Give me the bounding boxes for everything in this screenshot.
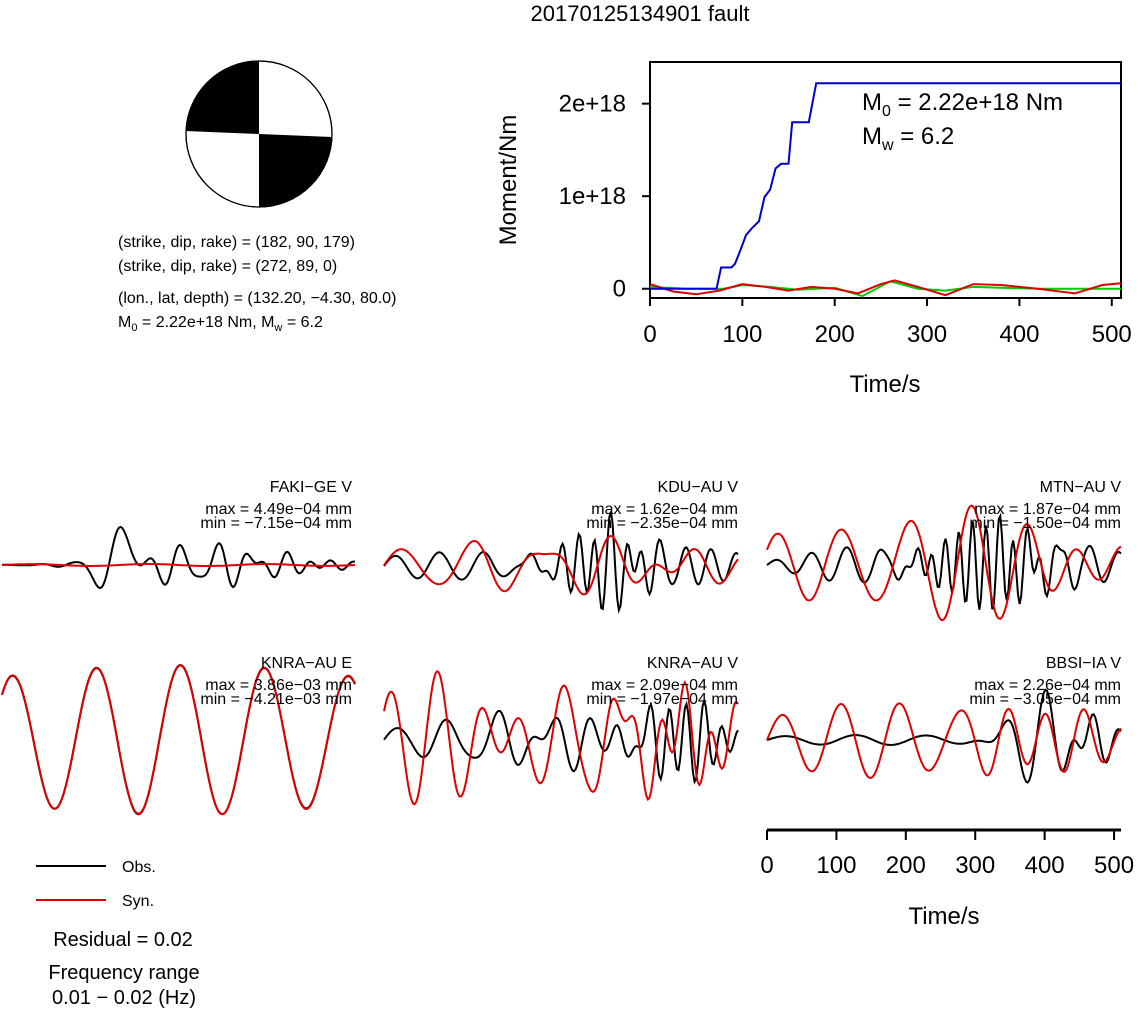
legend-syn-label: Syn.: [122, 893, 154, 910]
station-max: max = 4.49e−04 mm: [205, 501, 352, 518]
moment-ytick-label: 2e+18: [559, 91, 626, 118]
moment-mw-annotation: Mw = 6.2: [862, 123, 954, 154]
waveform-obs: [383, 697, 739, 785]
waveform-syn: [383, 534, 739, 596]
legend: Obs. Syn.: [36, 859, 156, 910]
waveform-syn: [1, 664, 356, 816]
moment-xtick-label: 300: [907, 321, 947, 348]
station-label: KDU−AU V: [658, 479, 739, 496]
moment-xtick-label: 200: [815, 321, 855, 348]
mechanism-moment: M0 = 2.22e+18 Nm, Mw = 6.2: [118, 314, 323, 334]
moment-ylabel: Moment/Nm: [495, 115, 522, 246]
waveform-obs: [766, 512, 1122, 610]
station-label: BBSI−IA V: [1046, 655, 1121, 672]
moment-xtick-label: 500: [1092, 321, 1132, 348]
focal-mechanism-beachball: [185, 60, 333, 208]
moment-ytick-label: 0: [613, 276, 626, 303]
mechanism-plane2: (strike, dip, rake) = (272, 89, 0): [118, 258, 337, 275]
moment-xtick-label: 0: [643, 321, 656, 348]
station-max: max = 2.09e−04 mm: [591, 677, 738, 694]
station-max: max = 1.87e−04 mm: [974, 501, 1121, 518]
moment-ytick-label: 1e+18: [559, 183, 626, 210]
frequency-label: Frequency range: [48, 962, 199, 984]
station-min: min = −3.05e−04 mm: [969, 691, 1121, 708]
waveform-syn: [766, 504, 1122, 622]
waveform-xtick-label: 300: [955, 852, 995, 879]
residual: Residual = 0.02: [53, 929, 193, 951]
figure-title: 20170125134901 fault: [531, 1, 750, 26]
station-min: min = −7.15e−04 mm: [200, 515, 352, 532]
mechanism-plane1: (strike, dip, rake) = (182, 90, 179): [118, 234, 355, 251]
waveform-obs: [2, 525, 356, 590]
waveform-xlabel: Time/s: [908, 903, 979, 930]
waveform-time-axis: Time/s 0 100 200 300 400 500: [760, 828, 1134, 930]
station-min: min = −4.21e−03 mm: [200, 691, 352, 708]
moment-xtick-label: 400: [999, 321, 1039, 348]
station-min: min = −1.50e−04 mm: [969, 515, 1121, 532]
waveform-syn: [383, 669, 739, 806]
waveform-xtick-label: 100: [816, 852, 856, 879]
frequency-value: 0.01 − 0.02 (Hz): [52, 987, 196, 1009]
mechanism-location: (lon., lat, depth) = (132.20, −4.30, 80.…: [118, 290, 396, 307]
waveform-syn: [766, 702, 1122, 780]
station-label: KNRA−AU E: [261, 655, 352, 672]
moment-xtick-label: 100: [722, 321, 762, 348]
station-min: min = −1.97e−04 mm: [586, 691, 738, 708]
moment-xlabel: Time/s: [849, 371, 920, 398]
waveform-xtick-label: 400: [1025, 852, 1065, 879]
station-max: max = 3.86e−03 mm: [205, 677, 352, 694]
station-min: min = −2.35e−04 mm: [586, 515, 738, 532]
moment-series-red: [649, 279, 1122, 297]
station-label: MTN−AU V: [1040, 479, 1122, 496]
station-max: max = 1.62e−04 mm: [591, 501, 738, 518]
moment-plot-frame: [649, 61, 1122, 299]
station-max: max = 2.26e−04 mm: [974, 677, 1121, 694]
waveform-syn: [1, 563, 356, 567]
station-label: FAKI−GE V: [270, 479, 353, 496]
waveform-xtick-label: 0: [760, 852, 773, 879]
legend-obs-label: Obs.: [122, 859, 156, 876]
moment-chart: 0 100 200 300 400 500 0 1e+18 2e+18 M0 = 2.22e+1…: [495, 61, 1132, 398]
waveform-xtick-label: 500: [1094, 852, 1134, 879]
moment-series-blue: [650, 82, 1121, 290]
station-label: KNRA−AU V: [647, 655, 738, 672]
waveform-xtick-label: 200: [886, 852, 926, 879]
moment-m0-annotation: M0 = 2.22e+18 Nm: [862, 89, 1063, 120]
